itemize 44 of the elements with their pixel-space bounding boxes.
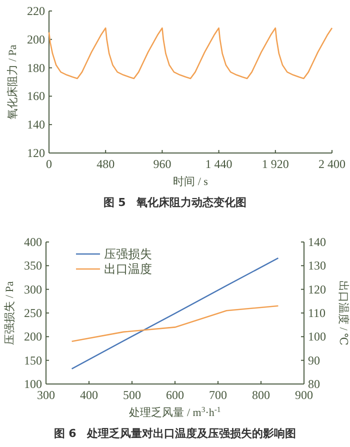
y2-axis-title: 出口温度 / ℃ — [337, 280, 350, 346]
y-tick-label: 350 — [24, 258, 42, 273]
x-tick-label: 1 440 — [205, 157, 232, 171]
line-series — [48, 27, 333, 80]
y-tick-label: 220 — [27, 4, 45, 18]
x-tick-label: 400 — [80, 388, 98, 402]
y2-tick-label: 90 — [308, 353, 320, 368]
y-tick-label: 200 — [27, 32, 45, 46]
y-tick-label: 250 — [24, 306, 42, 320]
y2-tick-label: 100 — [308, 330, 326, 344]
y-tick-label: 400 — [24, 235, 42, 249]
y-tick-label: 180 — [27, 60, 45, 75]
x-tick-label: 2 400 — [318, 157, 346, 171]
x-tick-label: 700 — [209, 388, 227, 402]
y2-tick-label: 140 — [308, 235, 326, 249]
x-axis-title: 时间 / s — [173, 175, 208, 188]
line-series — [71, 305, 279, 342]
text: 图 6 处理乏风量对出口温度及压强损失的影响图 — [54, 427, 296, 440]
y-tick-label: 120 — [27, 146, 45, 160]
x-tick-label: 600 — [166, 388, 184, 402]
x-tick-label: 0 — [46, 157, 52, 171]
x-tick-label: 480 — [96, 157, 115, 171]
y2-tick-label: 120 — [308, 282, 326, 296]
legend-label: 出口温度 — [104, 262, 152, 276]
y-tick-label: 300 — [24, 282, 42, 296]
legend-label: 压强损失 — [104, 247, 152, 261]
x-tick-label: 800 — [252, 388, 270, 402]
y2-tick-label: 130 — [308, 258, 326, 273]
x-tick-label: 300 — [37, 388, 55, 402]
x-axis-title: 处理乏风量 / m$^{3}$·h$^{-1}$ — [129, 404, 221, 419]
x-tick-label: 500 — [123, 388, 141, 402]
y-tick-label: 100 — [24, 377, 42, 391]
x-tick-label: 900 — [295, 388, 313, 402]
y2-tick-label: 80 — [308, 377, 320, 391]
y-axis-title: 压强损失 / Pa — [3, 281, 16, 345]
text: 图 5 氧化床阻力动态变化图 — [103, 196, 247, 209]
y-tick-label: 140 — [27, 118, 45, 132]
x-tick-label: 1 920 — [262, 157, 289, 171]
y2-tick-label: 110 — [308, 306, 326, 320]
x-tick-label: 960 — [153, 157, 172, 171]
y-tick-label: 150 — [24, 353, 42, 368]
y-tick-label: 200 — [24, 330, 42, 344]
y-axis-title: 氧化床阻力 / Pa — [6, 44, 19, 120]
y-tick-label: 160 — [27, 89, 45, 104]
